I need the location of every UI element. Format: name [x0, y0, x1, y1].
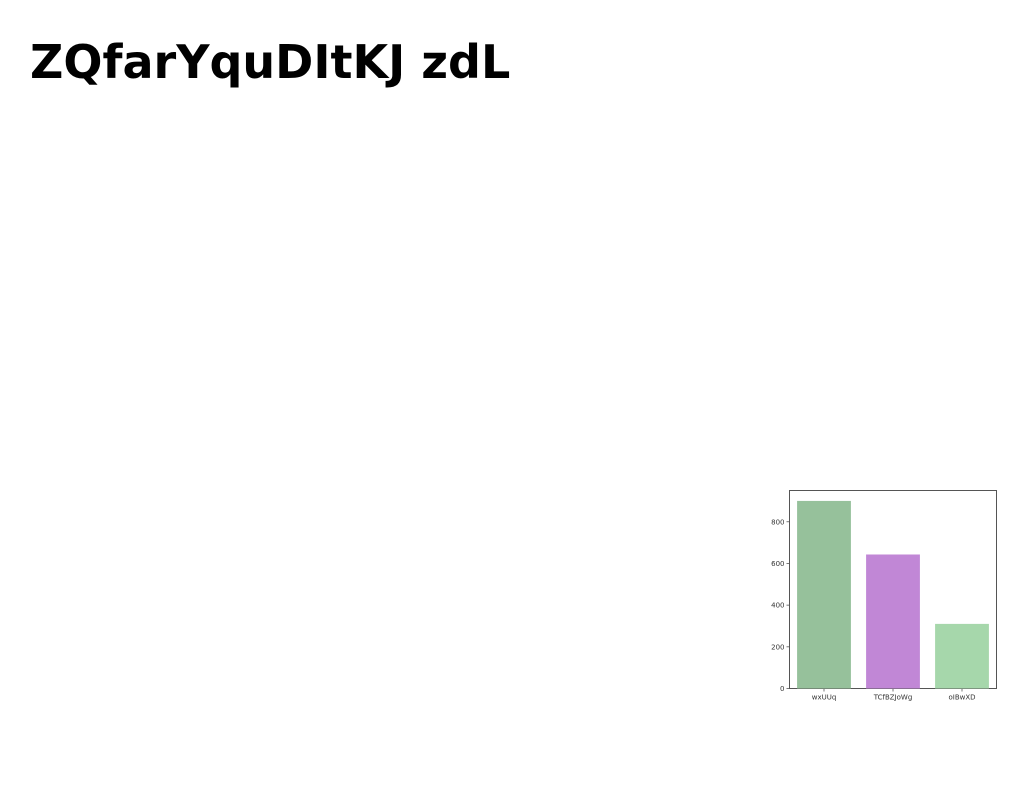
y-tick-label: 600	[771, 560, 784, 568]
y-tick-label: 400	[771, 602, 784, 610]
page-title: ZQfarYquDItKJ zdL	[30, 35, 511, 89]
x-axis: wxUUq TCfBZJoWg oIBwXD	[812, 688, 976, 702]
bar-oIBwXD	[935, 623, 989, 689]
x-tick-label: wxUUq	[812, 694, 837, 702]
y-tick-label: 0	[780, 685, 784, 693]
bar-chart-svg: 0 200 400 600 800 wxUUq TCfBZJoWg oIBwXD	[771, 490, 997, 702]
bar-chart: 0 200 400 600 800 wxUUq TCfBZJoWg oIBwXD	[760, 480, 1010, 710]
bar-wxUUq	[797, 500, 851, 689]
y-axis: 0 200 400 600 800	[771, 518, 790, 693]
bar-TCfBZJoWg	[866, 554, 920, 689]
x-tick-label: TCfBZJoWg	[873, 694, 913, 702]
bars-group	[797, 500, 989, 689]
x-tick-label: oIBwXD	[948, 694, 975, 702]
y-tick-label: 200	[771, 643, 784, 651]
y-tick-label: 800	[771, 518, 784, 526]
